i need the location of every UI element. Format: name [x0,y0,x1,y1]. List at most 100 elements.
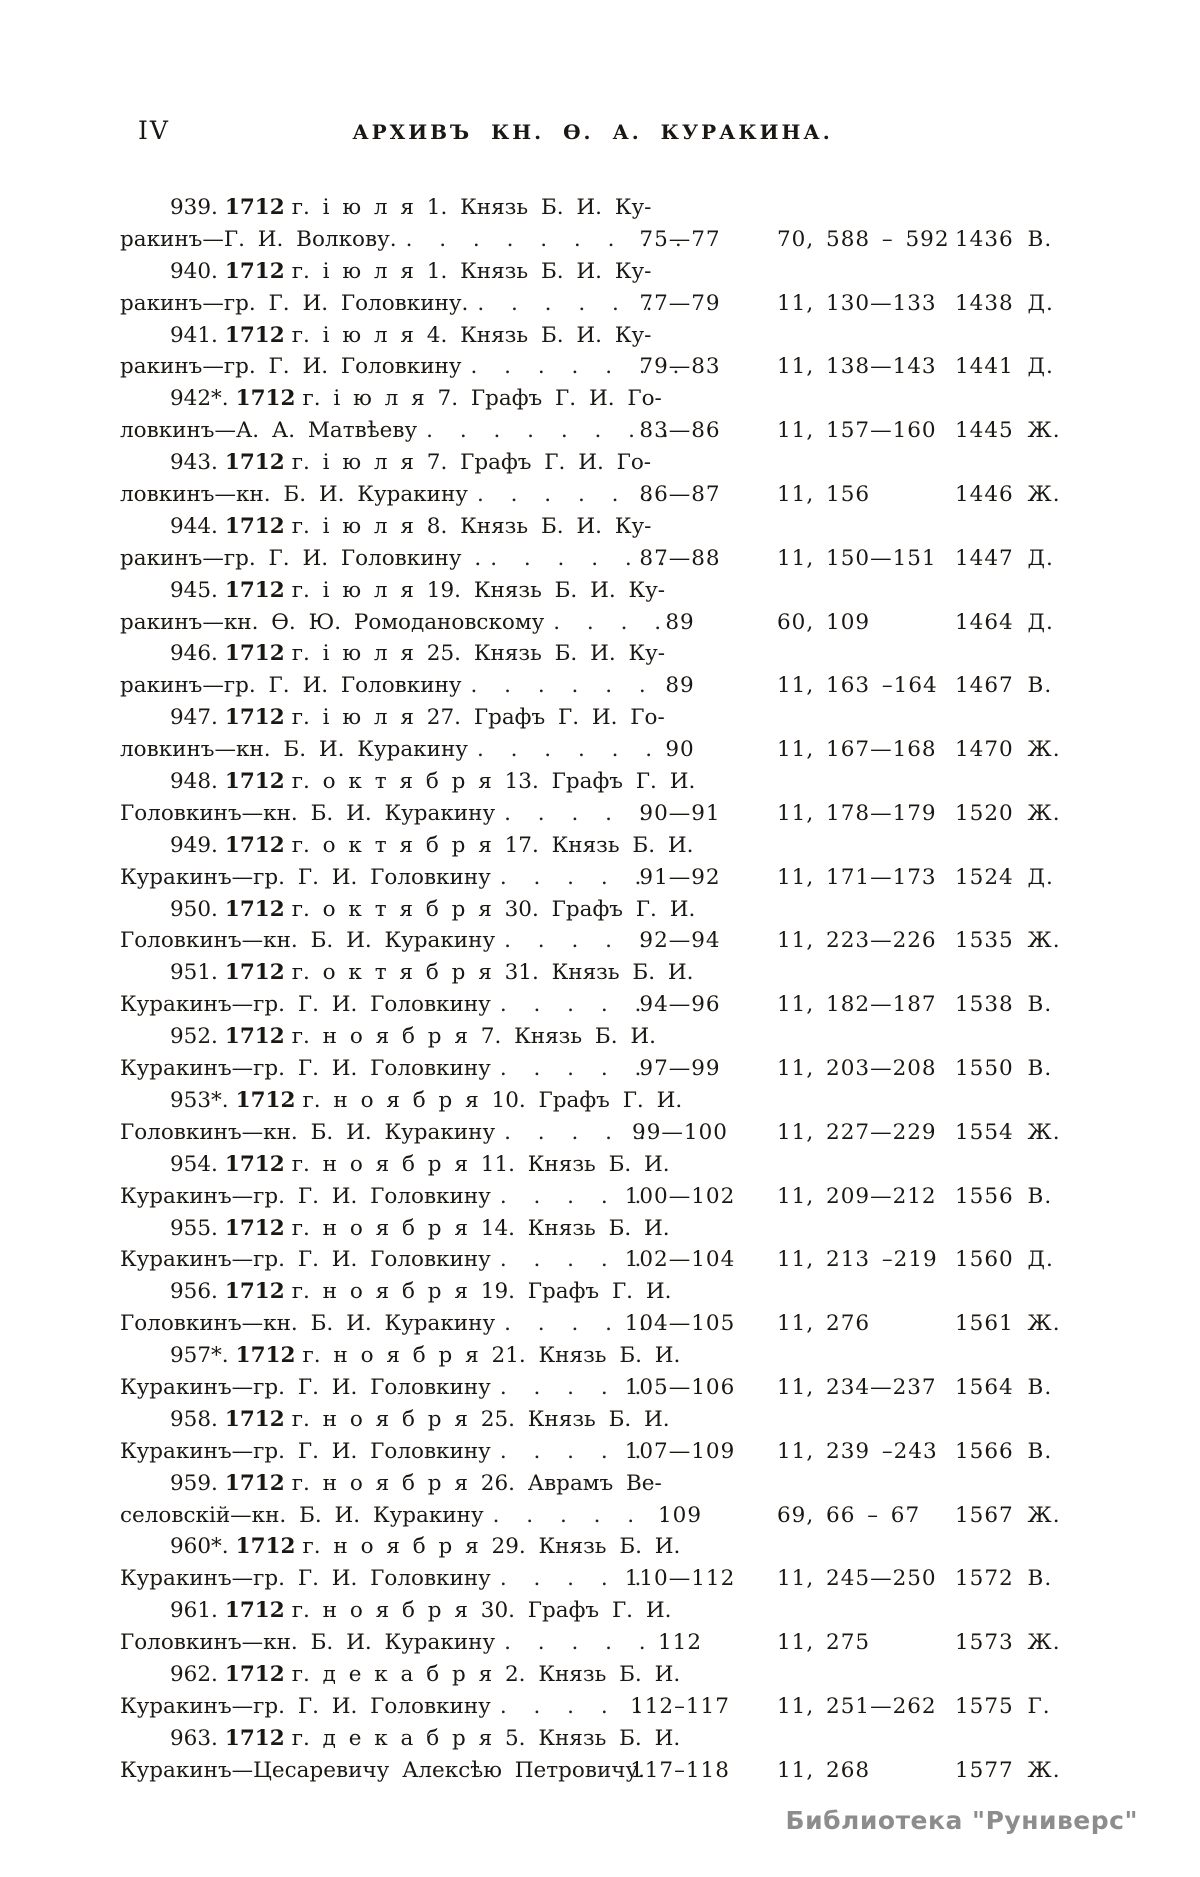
entry-number: 953*. [170,1087,229,1113]
index-entry: 944. 1712 г. і ю л я 8. Князь Б. И. Ку- ра… [120,511,1180,575]
page-range: 89 [665,609,695,635]
entry-continuation: Куракинъ—гр. Г. И. Головкину [120,992,491,1018]
entry-year: 1712 [224,1470,285,1496]
catalog-number: 1524 Д. [955,864,1054,890]
entry-second-line: Головкинъ—кн. Б. И. Куракину . . . . . 90—… [120,798,1180,830]
catalog-number: 1566 В. [955,1438,1053,1464]
entry-year: 1712 [224,1215,285,1241]
entry-year: 1712 [235,386,296,412]
entry-continuation: Куракинъ—гр. Г. И. Головкину [120,1056,491,1082]
entry-first-line: 954. 1712 г. н о я б р я 11. Князь Б. И. [120,1149,1180,1181]
page-number: IV [138,116,170,145]
index-entry: 957*. 1712 г. н о я б р я 21. Князь Б. И. … [120,1340,1180,1404]
leader-dots: . . . . . . [470,673,653,699]
entry-first-line: 959. 1712 г. н о я б р я 26. Аврамъ Ве- [120,1468,1180,1500]
entry-second-line: Куракинъ—гр. Г. И. Головкину . . . . . 100… [120,1181,1180,1213]
page-range: 99—100 [632,1119,728,1145]
catalog-number: 1567 Ж. [955,1502,1061,1528]
entry-second-line: Головкинъ—кн. Б. И. Куракину . . . . . 99—… [120,1117,1180,1149]
volume-reference: 11, 268 [777,1757,871,1783]
entry-date-and-sender: г. і ю л я 1. Князь Б. И. Ку- [291,258,652,284]
leader-dots: . . . . . [504,800,653,826]
volume-reference: 11, 156 [777,482,871,508]
index-entry: 949. 1712 г. о к т я б р я 17. Князь Б. И.… [120,830,1180,894]
catalog-number: 1447 Д. [955,545,1054,571]
entry-year: 1712 [224,1661,285,1687]
volume-reference: 11, 178—179 [777,800,937,826]
entry-second-line: ракинъ—гр. Г. И. Головкину . . . . . . .7… [120,351,1180,383]
entry-continuation: ловкинъ—кн. Б. И. Куракину [120,737,468,763]
volume-reference: 11, 227—229 [777,1119,937,1145]
entry-continuation: Головкинъ—кн. Б. И. Куракину [120,800,496,826]
page-range: 102—104 [624,1247,736,1273]
entry-continuation: Куракинъ—гр. Г. И. Головкину [120,1247,491,1273]
volume-reference: 11, 138—143 [777,354,937,380]
entry-continuation: Головкинъ—кн. Б. И. Куракину [120,1119,496,1145]
entry-year: 1712 [224,769,285,795]
leader-dots: . . . . . . . . [426,418,676,444]
leader-dots: . . . . . [499,1374,649,1400]
leader-dots: . . . . . . . . . [405,226,689,252]
leader-dots: . . . . . . . [470,354,687,380]
entry-number: 941. [170,322,218,348]
page-range: 89 [665,673,695,699]
entry-number: 955. [170,1215,218,1241]
volume-reference: 11, 223—226 [777,928,937,954]
leader-dots: . . . . . . [492,1502,675,1528]
entry-date-and-sender: г. о к т я б р я 17. Князь Б. И. [291,832,694,858]
page-range: 97—99 [639,1056,721,1082]
leader-dots: . . . . . [499,1056,649,1082]
leader-dots: . . . . [553,609,669,635]
page-range: 90—91 [639,800,721,826]
entry-year: 1712 [224,705,285,731]
page-range: 112 [657,1630,703,1656]
entry-second-line: Куракинъ—гр. Г. И. Головкину . . . . . 94—… [120,989,1180,1021]
leader-dots: . . . . . [504,1630,653,1656]
volume-reference: 11, 209—212 [777,1183,937,1209]
entry-year: 1712 [224,1024,285,1050]
entry-number: 942*. [170,386,229,412]
index-entry: 950. 1712 г. о к т я б р я 30. Графъ Г. И.… [120,894,1180,958]
volume-reference: 11, 245—250 [777,1566,937,1592]
entry-number: 950. [170,896,218,922]
entry-year: 1712 [224,195,285,220]
catalog-number: 1550 В. [955,1056,1053,1082]
entry-first-line: 962. 1712 г. д е к а б р я 2. Князь Б. И. [120,1659,1180,1691]
index-entry: 951. 1712 г. о к т я б р я 31. Князь Б. И.… [120,957,1180,1021]
volume-reference: 11, 157—160 [777,418,937,444]
catalog-number: 1564 В. [955,1374,1053,1400]
entry-second-line: ракинъ—гр. Г. И. Головкину . . . . . . 89 1… [120,670,1180,702]
entry-second-line: Куракинъ—гр. Г. И. Головкину . . . . . 102… [120,1244,1180,1276]
entry-number: 946. [170,641,218,667]
entry-number: 956. [170,1279,218,1305]
entry-date-and-sender: г. н о я б р я 25. Князь Б. И. [291,1406,670,1432]
entry-date-and-sender: г. д е к а б р я 2. Князь Б. И. [291,1661,681,1687]
entry-first-line: 945. 1712 г. і ю л я 19. Князь Б. И. Ку- [120,575,1180,607]
entry-year: 1712 [235,1343,296,1369]
entry-date-and-sender: г. н о я б р я 30. Графъ Г. И. [291,1598,672,1624]
page-range: 83—86 [639,418,721,444]
leader-dots: . . . . . [499,1183,649,1209]
entry-date-and-sender: г. і ю л я 1. Князь Б. И. Ку- [291,195,652,220]
entry-continuation: ловкинъ—А. А. Матвѣеву [120,418,418,444]
entry-first-line: 956. 1712 г. н о я б р я 19. Графъ Г. И. [120,1276,1180,1308]
index-entry: 939. 1712 г. і ю л я 1. Князь Б. И. Ку- ра… [120,192,1180,256]
entry-date-and-sender: г. н о я б р я 26. Аврамъ Ве- [291,1470,662,1496]
leader-dots: . . . . . [499,864,649,890]
entry-continuation: Головкинъ—кн. Б. И. Куракину [120,928,496,954]
entry-number: 962. [170,1661,218,1687]
volume-reference: 11, 275 [777,1630,871,1656]
entry-date-and-sender: г. і ю л я 19. Князь Б. И. Ку- [291,577,666,603]
entry-year: 1712 [224,1406,285,1432]
index-entry: 952. 1712 г. н о я б р я 7. Князь Б. И. Ку… [120,1021,1180,1085]
entry-year: 1712 [224,513,285,539]
entry-number: 949. [170,832,218,858]
catalog-number: 1538 В. [955,992,1053,1018]
entry-first-line: 960*. 1712 г. н о я б р я 29. Князь Б. И. [120,1531,1180,1563]
entry-first-line: 950. 1712 г. о к т я б р я 30. Графъ Г. И. [120,894,1180,926]
entry-first-line: 942*. 1712 г. і ю л я 7. Графъ Г. И. Го- [120,383,1180,415]
entry-second-line: Головкинъ—кн. Б. И. Куракину . . . . . 112… [120,1627,1180,1659]
entry-date-and-sender: г. і ю л я 4. Князь Б. И. Ку- [291,322,652,348]
entry-continuation: Куракинъ—гр. Г. И. Головкину [120,1438,491,1464]
